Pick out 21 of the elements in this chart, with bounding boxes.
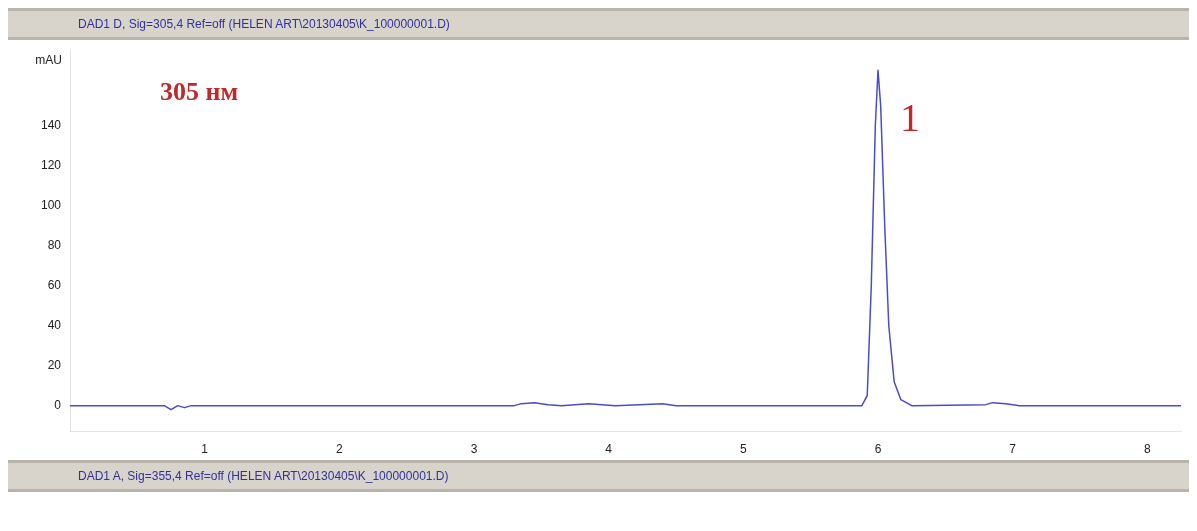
annotation: 1 xyxy=(900,94,921,140)
x-tick-label: 1 xyxy=(201,442,209,457)
annotation: 305 нм xyxy=(160,76,239,106)
x-tick-label: 8 xyxy=(1143,442,1151,457)
x-tick-label: 5 xyxy=(740,442,747,457)
y-tick-label: 40 xyxy=(47,318,62,333)
x-tick-label: 7 xyxy=(1009,442,1017,457)
y-tick-label: 60 xyxy=(47,278,62,293)
x-tick-label: 2 xyxy=(336,442,344,457)
y-tick-label: 80 xyxy=(47,238,62,253)
x-tick-label: 6 xyxy=(874,442,882,457)
y-tick-label: 0 xyxy=(54,397,62,412)
y-tick-label: 100 xyxy=(40,198,62,213)
y-axis-title: mAU xyxy=(35,52,63,67)
x-tick-label: 3 xyxy=(470,442,478,457)
text: DAD1 A, Sig=355,4 Ref=off (HELEN ART\20130405\K_100000001.D) xyxy=(8,460,1189,492)
y-tick-label: 20 xyxy=(47,358,62,373)
y-tick-label: 120 xyxy=(40,158,62,173)
chart-title: DAD1 D, Sig=305,4 Ref=off (HELEN ART\20130405\K_100000001.D) xyxy=(8,8,1189,40)
x-tick-label: 4 xyxy=(605,442,613,457)
y-tick-label: 140 xyxy=(40,118,62,133)
